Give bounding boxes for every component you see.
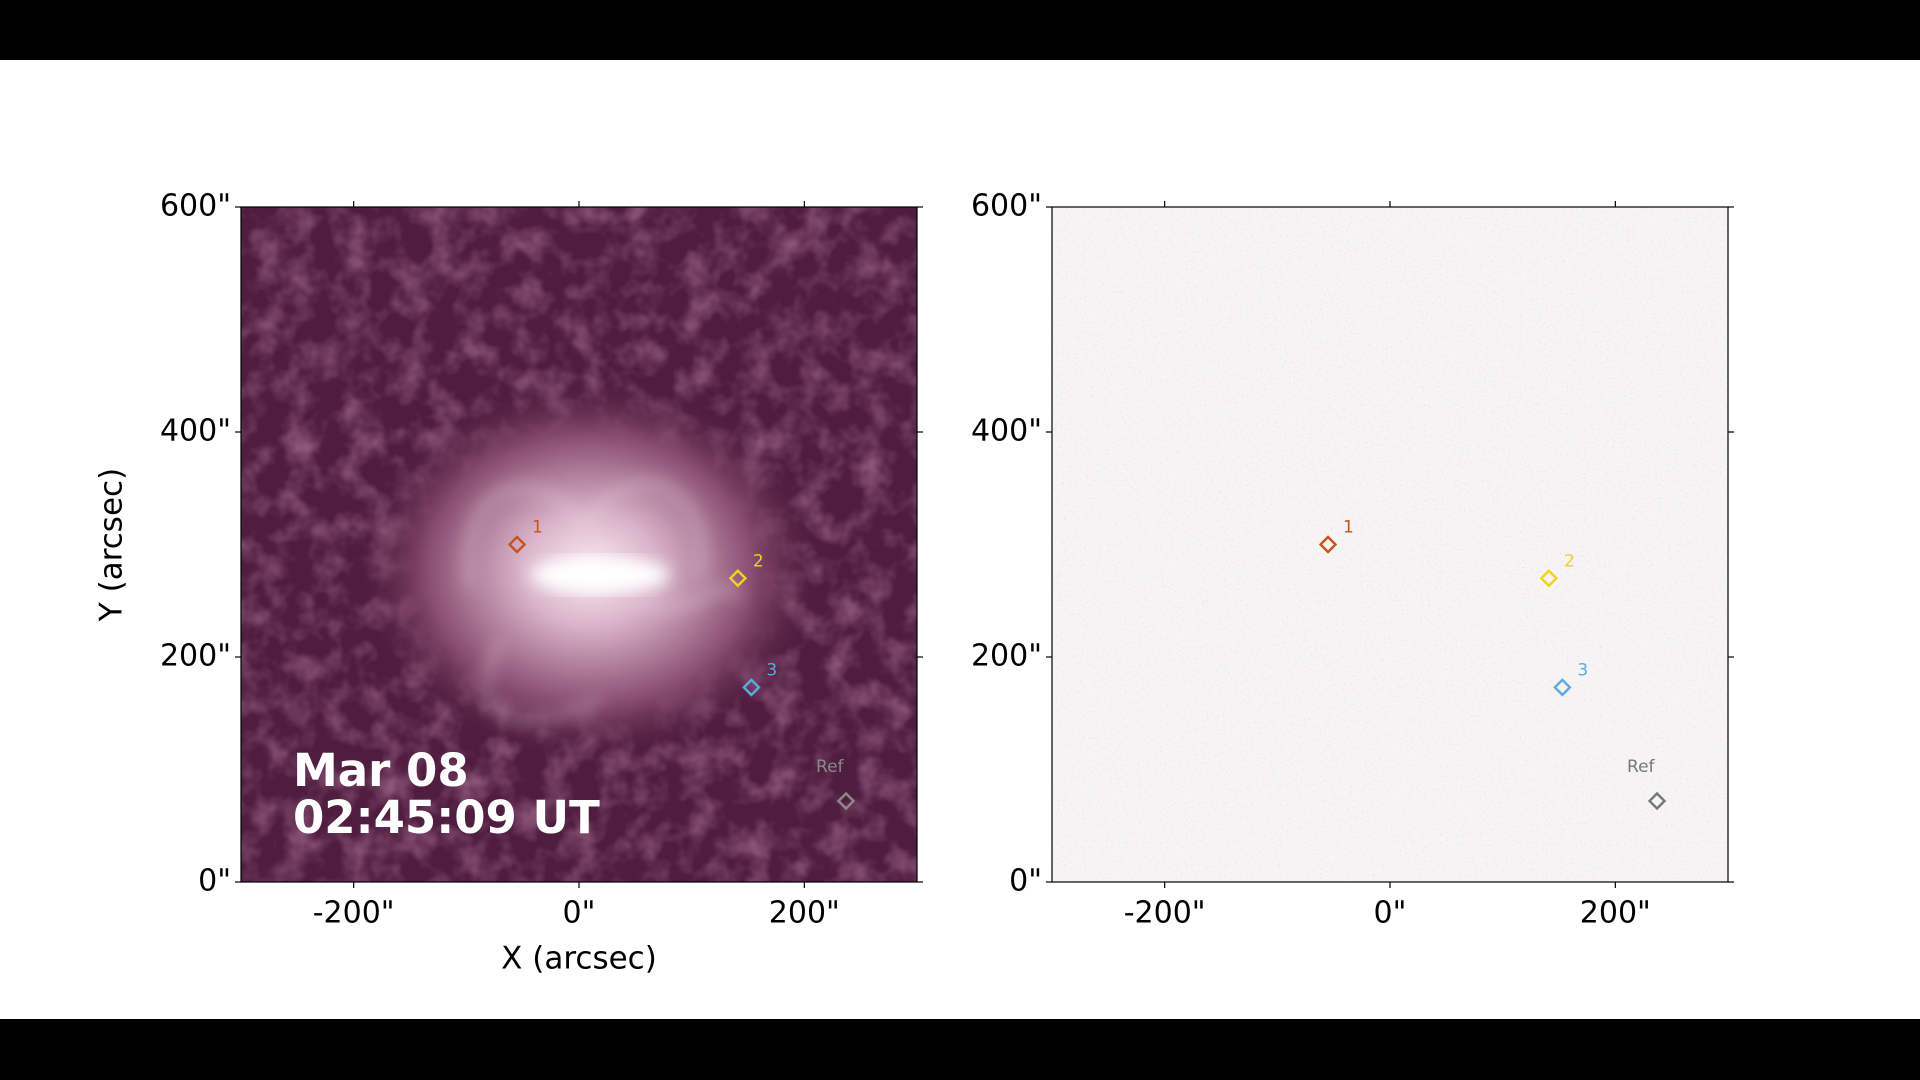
marker-label: 2 <box>1564 551 1575 571</box>
left-image <box>241 207 917 882</box>
roi-marker <box>1553 678 1572 697</box>
x-tick-label: 200" <box>1580 896 1651 931</box>
roi-marker <box>1318 535 1338 554</box>
y-tick-label: 0" <box>1009 864 1042 899</box>
x-axis-label: X (arcsec) <box>501 941 657 977</box>
marker-label: 1 <box>1343 518 1354 538</box>
roi-marker <box>507 535 527 554</box>
marker-label: 3 <box>766 660 777 680</box>
x-tick-label: -200" <box>1124 896 1206 931</box>
timestamp-annotation: Mar 08 <box>293 744 469 797</box>
y-tick-label: 600" <box>160 189 231 224</box>
y-tick-label: 400" <box>971 414 1042 449</box>
roi-marker <box>1647 791 1667 811</box>
marker-label: 3 <box>1577 660 1588 680</box>
timestamp-annotation: 02:45:09 UT <box>293 791 600 844</box>
letterbox-bottom <box>0 1019 1920 1080</box>
y-axis-label: Y (arcsec) <box>94 468 130 622</box>
y-tick-label: 400" <box>160 414 231 449</box>
right-image <box>1052 207 1728 882</box>
y-tick-label: 200" <box>160 639 231 674</box>
marker-label: Ref <box>1627 757 1656 777</box>
roi-marker <box>1539 569 1559 588</box>
x-tick-label: 200" <box>769 896 840 931</box>
y-tick-label: 600" <box>971 189 1042 224</box>
x-tick-label: 0" <box>1374 896 1407 931</box>
y-tick-label: 0" <box>198 864 231 899</box>
marker-label: 1 <box>532 518 543 538</box>
roi-marker <box>742 678 761 697</box>
y-tick-label: 200" <box>971 639 1042 674</box>
marker-label: Ref <box>816 757 845 777</box>
letterbox-top <box>0 0 1920 60</box>
x-tick-label: -200" <box>313 896 395 931</box>
roi-marker <box>836 791 856 811</box>
x-tick-label: 0" <box>563 896 596 931</box>
marker-label: 2 <box>753 551 764 571</box>
roi-marker <box>728 569 748 588</box>
